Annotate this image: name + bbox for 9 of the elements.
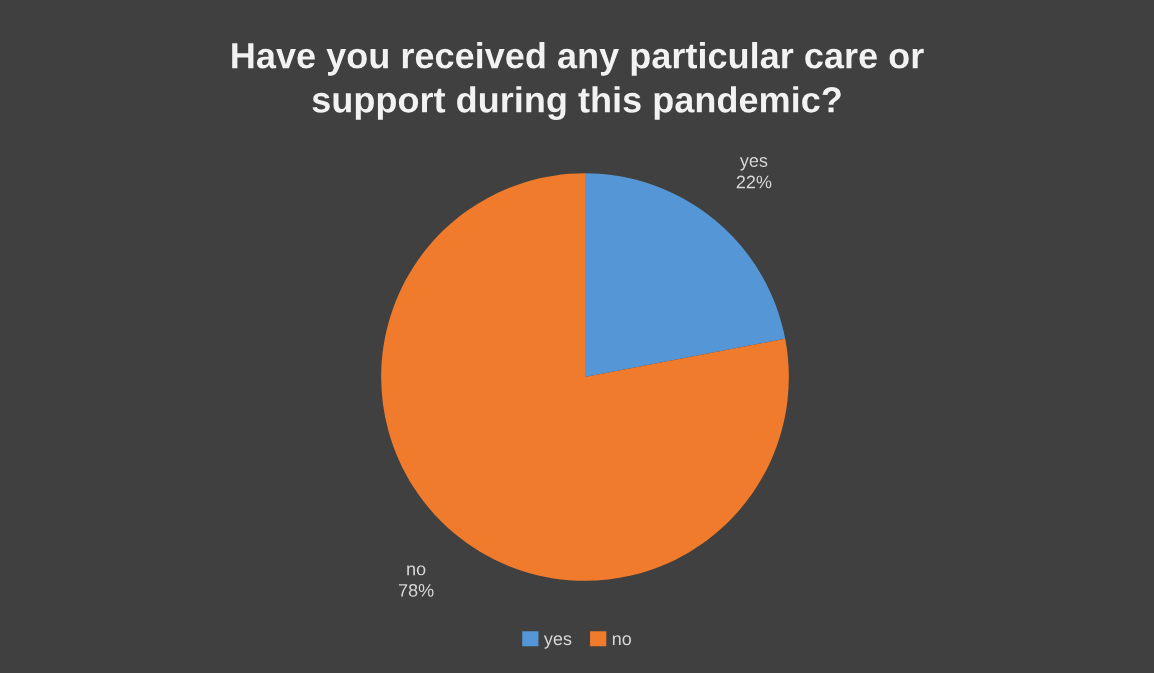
legend-label: no	[612, 635, 632, 646]
pie-slice	[381, 173, 789, 581]
pie-slice	[585, 173, 786, 377]
slice-label: no	[407, 565, 426, 576]
chart-title: Have you received any particular care or support during this pandemic?	[232, 42, 924, 120]
slice-label: yes	[739, 157, 768, 171]
data-label: 22%	[736, 175, 772, 189]
data-label: 78%	[398, 583, 434, 597]
legend-label: yes	[543, 635, 572, 649]
